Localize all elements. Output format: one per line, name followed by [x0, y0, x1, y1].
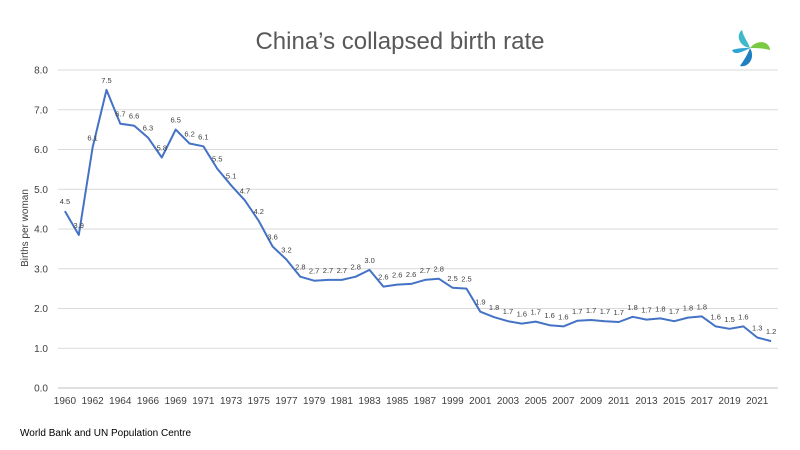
x-tick-label: 1983: [358, 396, 381, 407]
x-tick-label: 1966: [137, 396, 160, 407]
data-label: 3.0: [364, 256, 374, 265]
y-tick-label: 5.0: [34, 185, 48, 196]
data-label: 1.8: [489, 303, 499, 312]
data-label: 3.2: [281, 246, 291, 255]
chart-title: China’s collapsed birth rate: [255, 28, 545, 55]
y-tick-label: 4.0: [34, 225, 48, 236]
x-tick-label: 1971: [192, 396, 215, 407]
data-label: 6.6: [129, 112, 139, 121]
data-label: 6.1: [87, 134, 97, 143]
data-label: 1.7: [530, 308, 540, 317]
series-line-births-per-woman: [64, 88, 772, 343]
y-tick-label: 6.0: [34, 145, 48, 156]
data-label: 1.9: [475, 298, 485, 307]
swirl-logo-icon: [732, 30, 770, 67]
data-label: 4.7: [240, 186, 250, 195]
x-tick-label: 1969: [165, 396, 188, 407]
x-axis-ticks: 1960 1962 1964 1966 1969 1971 1973 1975 1977 1979…: [54, 396, 769, 407]
x-tick-label: 2019: [718, 396, 741, 407]
data-label: 6.7: [115, 110, 125, 119]
y-axis-ticks: 0.0 1.0 2.0 3.0 4.0 5.0 6.0 7.0 8.0: [34, 66, 48, 395]
data-label: 6.3: [143, 124, 153, 133]
data-label: 1.6: [558, 312, 568, 321]
x-tick-label: 1975: [248, 396, 271, 407]
x-tick-label: 1985: [386, 396, 409, 407]
data-label: 2.7: [420, 266, 430, 275]
data-label: 4.5: [60, 197, 70, 206]
x-tick-label: 2013: [635, 396, 658, 407]
data-label: 2.8: [350, 263, 360, 272]
data-label: 2.7: [309, 267, 319, 276]
y-tick-label: 1.0: [34, 344, 48, 355]
x-tick-label: 2007: [552, 396, 575, 407]
data-label: 5.5: [212, 155, 222, 164]
data-label: 1.5: [724, 315, 734, 324]
data-label: 1.6: [544, 311, 554, 320]
x-tick-label: 1987: [414, 396, 437, 407]
data-label: 1.8: [655, 304, 665, 313]
y-tick-label: 2.0: [34, 304, 48, 315]
x-tick-label: 1979: [303, 396, 326, 407]
x-tick-label: 2011: [608, 396, 630, 407]
x-tick-label: 2017: [691, 396, 714, 407]
x-tick-label: 2015: [663, 396, 686, 407]
data-label: 3.9: [74, 221, 84, 230]
y-tick-label: 7.0: [34, 105, 48, 116]
data-label: 1.7: [600, 307, 610, 316]
x-tick-label: 1960: [54, 396, 77, 407]
data-label: 1.8: [683, 304, 693, 313]
data-label: 1.7: [503, 307, 513, 316]
data-label: 7.5: [101, 76, 111, 85]
y-tick-label: 0.0: [34, 384, 48, 395]
data-labels: 4.5 3.9 6.1 7.5 6.7 6.6 6.3 5.8 6.5 6.2 6.1 5.5 5.1 4…: [60, 76, 777, 336]
x-tick-label: 1964: [109, 396, 132, 407]
data-label: 2.5: [447, 274, 457, 283]
y-axis-title: Births per woman: [20, 189, 31, 267]
data-label: 6.2: [184, 130, 194, 139]
data-label: 2.8: [434, 265, 444, 274]
data-label: 1.3: [752, 324, 762, 333]
x-tick-label: 1973: [220, 396, 243, 407]
gridlines: [58, 69, 778, 349]
source-note: World Bank and UN Population Centre: [20, 428, 192, 439]
data-label: 1.6: [517, 310, 527, 319]
data-label: 6.5: [170, 116, 180, 125]
x-tick-label: 1981: [331, 396, 354, 407]
data-label: 1.7: [586, 306, 596, 315]
x-tick-label: 2009: [580, 396, 603, 407]
data-label: 2.7: [323, 266, 333, 275]
data-label: 5.1: [226, 171, 236, 180]
data-label: 1.6: [738, 312, 748, 321]
x-tick-label: 2001: [469, 396, 492, 407]
y-tick-label: 8.0: [34, 66, 48, 77]
y-tick-label: 3.0: [34, 264, 48, 275]
data-label: 2.5: [461, 275, 471, 284]
data-label: 1.8: [697, 302, 707, 311]
data-label: 6.1: [198, 132, 208, 141]
x-tick-label: 2021: [746, 396, 769, 407]
x-tick-label: 2005: [525, 396, 548, 407]
x-tick-label: 2003: [497, 396, 520, 407]
data-label: 1.2: [766, 327, 776, 336]
data-label: 4.2: [254, 207, 264, 216]
data-label: 2.6: [406, 270, 416, 279]
data-label: 2.6: [392, 271, 402, 280]
data-label: 1.7: [614, 308, 624, 317]
data-label: 1.6: [710, 312, 720, 321]
x-tick-label: 1999: [441, 396, 464, 407]
x-tick-label: 1962: [81, 396, 104, 407]
data-label: 3.6: [267, 232, 277, 241]
data-label: 2.8: [295, 263, 305, 272]
data-label: 1.7: [572, 307, 582, 316]
data-label: 1.7: [641, 306, 651, 315]
data-label: 1.7: [669, 307, 679, 316]
data-label: 2.6: [378, 273, 388, 282]
x-tick-label: 1977: [275, 396, 298, 407]
data-label: 2.7: [337, 266, 347, 275]
data-label: 5.8: [157, 143, 167, 152]
data-label: 1.8: [627, 303, 637, 312]
